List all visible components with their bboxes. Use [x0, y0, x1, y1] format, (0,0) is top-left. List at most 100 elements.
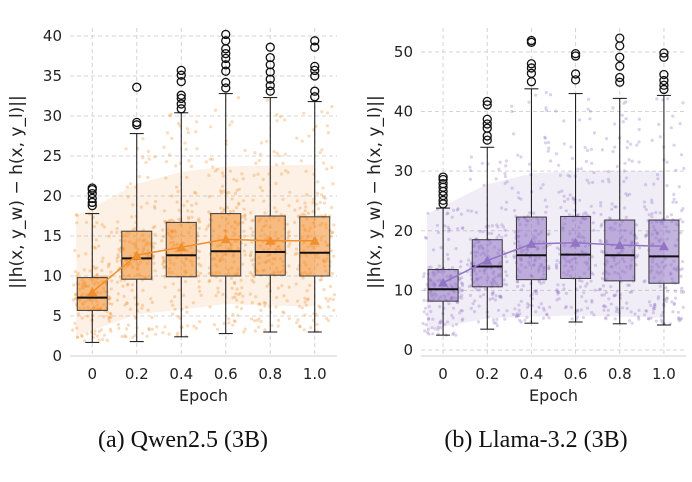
jitter-point [628, 192, 632, 196]
jitter-point [665, 184, 669, 188]
jitter-point [311, 210, 315, 214]
box-iqr [427, 269, 459, 302]
jitter-point [192, 324, 196, 328]
jitter-point [80, 334, 84, 338]
jitter-point [140, 331, 145, 335]
jitter-point [456, 227, 460, 231]
jitter-point [275, 163, 279, 167]
jitter-point [478, 229, 482, 233]
jitter-point [108, 315, 112, 319]
jitter-point [225, 205, 229, 210]
jitter-point [557, 297, 561, 301]
jitter-point [625, 301, 629, 305]
jitter-point [423, 329, 427, 333]
jitter-point [629, 142, 633, 146]
jitter-point [265, 98, 269, 102]
jitter-point [556, 292, 560, 296]
jitter-point [564, 209, 568, 213]
jitter-point [236, 96, 241, 100]
jitter-point [318, 306, 322, 310]
jitter-point [534, 310, 538, 314]
jitter-point [593, 263, 598, 267]
mean-marker [131, 250, 142, 260]
jitter-point [477, 288, 481, 292]
jitter-point [625, 306, 629, 311]
jitter-point [525, 315, 529, 319]
jitter-point [625, 193, 630, 197]
jitter-point [285, 222, 289, 226]
jitter-point [171, 282, 175, 286]
jitter-point [478, 294, 482, 299]
jitter-point [547, 267, 551, 271]
jitter-point [129, 182, 133, 186]
jitter-point [450, 266, 455, 270]
jitter-point [457, 278, 461, 282]
outlier-point [659, 69, 669, 80]
jitter-point [527, 303, 531, 307]
jitter-point [559, 205, 563, 210]
jitter-point [186, 130, 190, 135]
jitter-point [106, 263, 111, 267]
jitter-point [443, 224, 447, 228]
jitter-point [460, 284, 465, 288]
outlier-point [310, 65, 320, 76]
jitter-point [228, 169, 232, 173]
jitter-point [546, 232, 550, 236]
jitter-point [281, 310, 285, 314]
jitter-point [656, 295, 661, 299]
jitter-point [332, 308, 336, 312]
jitter-point [75, 221, 79, 225]
jitter-point [248, 271, 252, 275]
jitter-point [199, 264, 203, 268]
jitter-point [320, 110, 324, 114]
jitter-point [295, 251, 299, 256]
jitter-point [326, 319, 331, 323]
jitter-point [545, 313, 549, 317]
jitter-point [298, 324, 302, 328]
jitter-point [644, 183, 648, 187]
jitter-point [630, 159, 634, 163]
jitter-point [613, 145, 617, 149]
jitter-point [107, 234, 111, 238]
jitter-point [73, 321, 77, 325]
jitter-point [581, 212, 586, 216]
jitter-point [208, 305, 212, 309]
jitter-point [642, 280, 646, 284]
jitter-point [611, 149, 615, 154]
jitter-point [600, 148, 605, 152]
jitter-point [194, 130, 198, 134]
jitter-point [542, 308, 546, 312]
jitter-point [446, 320, 450, 324]
jitter-point [259, 320, 263, 324]
jitter-point [637, 308, 641, 312]
jitter-point [460, 288, 464, 292]
jitter-point [80, 316, 84, 320]
jitter-point [276, 286, 280, 290]
y-tick-label: 0 [403, 341, 413, 359]
outlier-point [482, 135, 492, 145]
chart-panel-b: 0 10 20 30 40 50 0 0.2 0.4 0.6 0.8 1.0 Epoch ||h(x, y… [365, 28, 686, 453]
jitter-point [592, 171, 596, 175]
outlier-point [176, 99, 186, 109]
jitter-point [555, 259, 559, 263]
jitter-point [304, 205, 308, 209]
jitter-point [144, 160, 148, 164]
jitter-point [422, 272, 426, 276]
jitter-point [558, 173, 563, 177]
jitter-point [468, 165, 472, 169]
box-0.6 [210, 29, 242, 335]
jitter-point [125, 283, 129, 287]
jitter-point [162, 266, 166, 270]
jitter-point [154, 199, 158, 204]
jitter-point [107, 301, 111, 306]
jitter-point [231, 209, 235, 213]
jitter-point [589, 147, 594, 151]
jitter-point [424, 235, 428, 239]
jitter-point [436, 230, 440, 235]
jitter-point [153, 269, 157, 273]
jitter-point [300, 306, 304, 310]
jitter-point [439, 319, 443, 323]
jitter-point [204, 227, 208, 231]
jitter-point [555, 246, 559, 250]
jitter-point [97, 338, 101, 342]
